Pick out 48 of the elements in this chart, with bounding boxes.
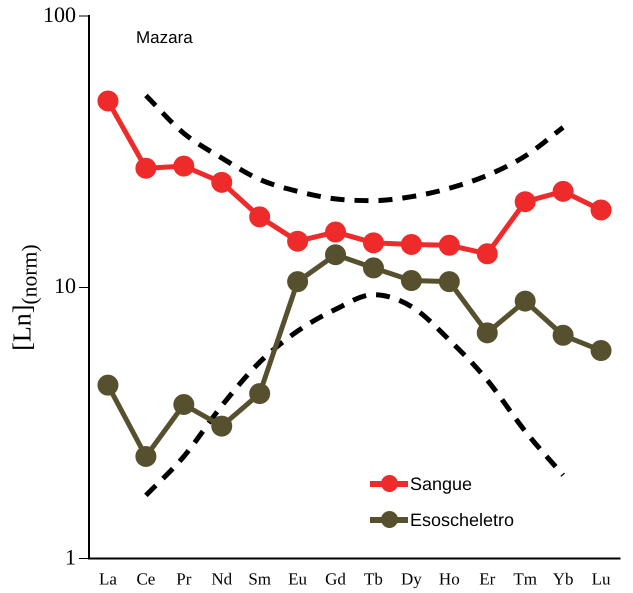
x-tick-label: Dy bbox=[401, 569, 422, 588]
point bbox=[590, 199, 612, 220]
point bbox=[400, 270, 422, 292]
point bbox=[362, 232, 384, 254]
point bbox=[97, 374, 118, 396]
point bbox=[362, 257, 384, 278]
point bbox=[173, 156, 194, 177]
legend-label: Sangue bbox=[410, 474, 472, 494]
point bbox=[476, 322, 498, 344]
point bbox=[476, 243, 498, 264]
legend-label: Esoscheletro bbox=[410, 510, 514, 530]
point bbox=[173, 394, 194, 416]
point bbox=[287, 230, 308, 252]
x-tick-label: Gd bbox=[325, 569, 346, 588]
text: Mazara bbox=[136, 28, 193, 48]
point bbox=[552, 324, 574, 346]
x-tick-label: Lu bbox=[592, 569, 611, 588]
x-tick-label: Sm bbox=[248, 569, 272, 588]
point bbox=[514, 191, 536, 212]
point bbox=[97, 90, 118, 112]
x-tick-label: Tb bbox=[364, 569, 383, 588]
point bbox=[249, 206, 270, 228]
point bbox=[552, 180, 574, 202]
x-tick-label: Er bbox=[479, 569, 496, 588]
point bbox=[590, 340, 612, 362]
x-tick-label: Nd bbox=[211, 569, 233, 588]
y-tick-label: 100 bbox=[43, 2, 76, 27]
x-tick-label: La bbox=[98, 569, 118, 588]
x-tick-label: Yb bbox=[552, 569, 574, 588]
x-tick-label: Ce bbox=[136, 569, 156, 588]
point bbox=[438, 271, 460, 292]
point bbox=[438, 234, 460, 256]
point bbox=[249, 383, 270, 404]
x-tick-label: Eu bbox=[288, 569, 308, 588]
y-tick-label: 10 bbox=[54, 273, 76, 298]
point bbox=[211, 416, 232, 437]
point bbox=[135, 158, 156, 179]
point bbox=[325, 244, 346, 266]
y-tick-label: 1 bbox=[65, 544, 76, 570]
point bbox=[325, 222, 346, 243]
x-tick-label: Ho bbox=[438, 569, 460, 588]
point bbox=[514, 290, 536, 312]
point bbox=[135, 446, 156, 467]
x-tick-label: Tm bbox=[513, 569, 537, 588]
x-tick-label: Pr bbox=[176, 569, 192, 588]
point bbox=[211, 172, 232, 193]
point bbox=[400, 234, 422, 255]
point bbox=[287, 271, 308, 292]
